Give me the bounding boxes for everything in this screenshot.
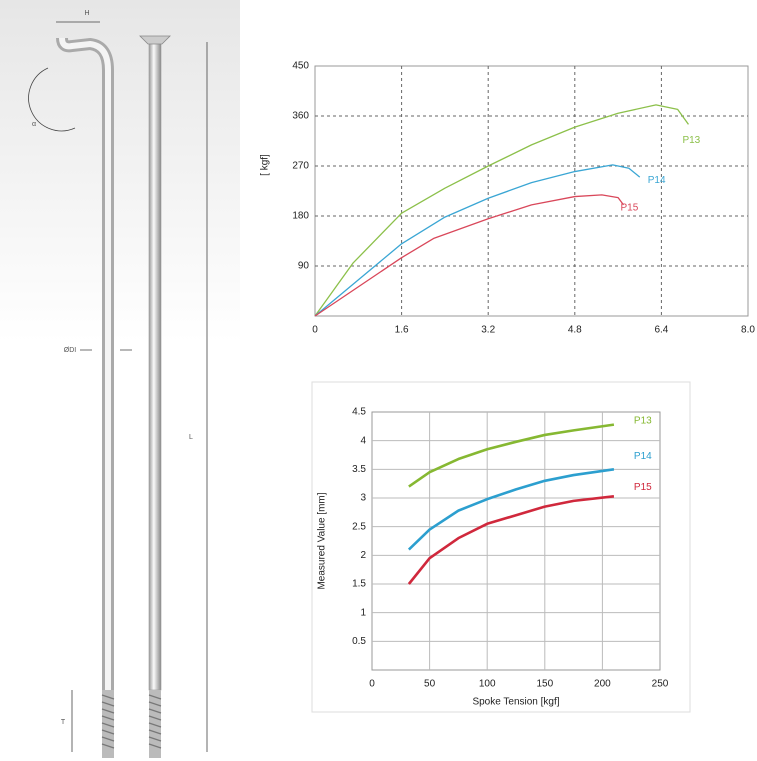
plot-area [314, 65, 749, 317]
chart-frame [311, 381, 691, 713]
series-line [408, 423, 615, 488]
series-label: P15 [621, 203, 639, 214]
x-tick-label: 1.6 [395, 325, 409, 336]
x-tick-label: 200 [594, 679, 611, 690]
x-tick-label: 150 [536, 679, 553, 690]
series-line [314, 194, 625, 317]
series-label: P13 [682, 135, 700, 146]
y-tick-label: 90 [298, 261, 310, 272]
series-label: P14 [634, 451, 652, 462]
y-tick-label: 1 [360, 607, 366, 618]
drawing-label: H [84, 10, 89, 17]
x-tick-label: 4.8 [568, 325, 582, 336]
x-tick-label: 0 [312, 325, 318, 336]
x-tick-label: 8.0 [741, 325, 755, 336]
x-tick-label: 0 [369, 679, 375, 690]
x-tick-label: 50 [424, 679, 436, 690]
series-line [407, 468, 615, 551]
drawing-label: α [32, 121, 36, 128]
drawing-label: T [61, 719, 66, 726]
series-label: P15 [634, 482, 652, 493]
y-tick-label: 1.5 [352, 579, 366, 590]
series-label: P13 [634, 415, 652, 426]
drawing-label: L [189, 434, 193, 441]
series-label: P14 [648, 175, 666, 186]
y-tick-label: 4.5 [352, 407, 366, 418]
y-tick-label: 2.5 [352, 521, 366, 532]
y-axis-label: Measured Value [mm] [317, 492, 328, 589]
y-tick-label: 450 [292, 61, 309, 72]
y-axis-label: [ kgf] [260, 154, 271, 176]
y-tick-label: 270 [292, 161, 309, 172]
drawing-background [0, 0, 240, 761]
drawing-label: ØDI [64, 347, 77, 354]
y-tick-label: 0.5 [352, 636, 366, 647]
x-tick-label: 100 [479, 679, 496, 690]
y-tick-label: 3.5 [352, 464, 366, 475]
y-tick-label: 4 [360, 435, 366, 446]
series-line [314, 164, 641, 317]
y-tick-label: 3 [360, 493, 366, 504]
x-tick-label: 3.2 [481, 325, 495, 336]
series-line [407, 494, 615, 585]
spoke-drawing: H α ØDI L T [28, 10, 208, 758]
x-tick-label: 250 [652, 679, 669, 690]
y-tick-label: 180 [292, 211, 309, 222]
y-tick-label: 360 [292, 111, 309, 122]
x-tick-label: 6.4 [654, 325, 668, 336]
x-axis-label: Spoke Tension [kgf] [472, 697, 559, 708]
series-line [314, 104, 689, 317]
plot-area [371, 411, 661, 671]
y-tick-label: 2 [360, 550, 366, 561]
